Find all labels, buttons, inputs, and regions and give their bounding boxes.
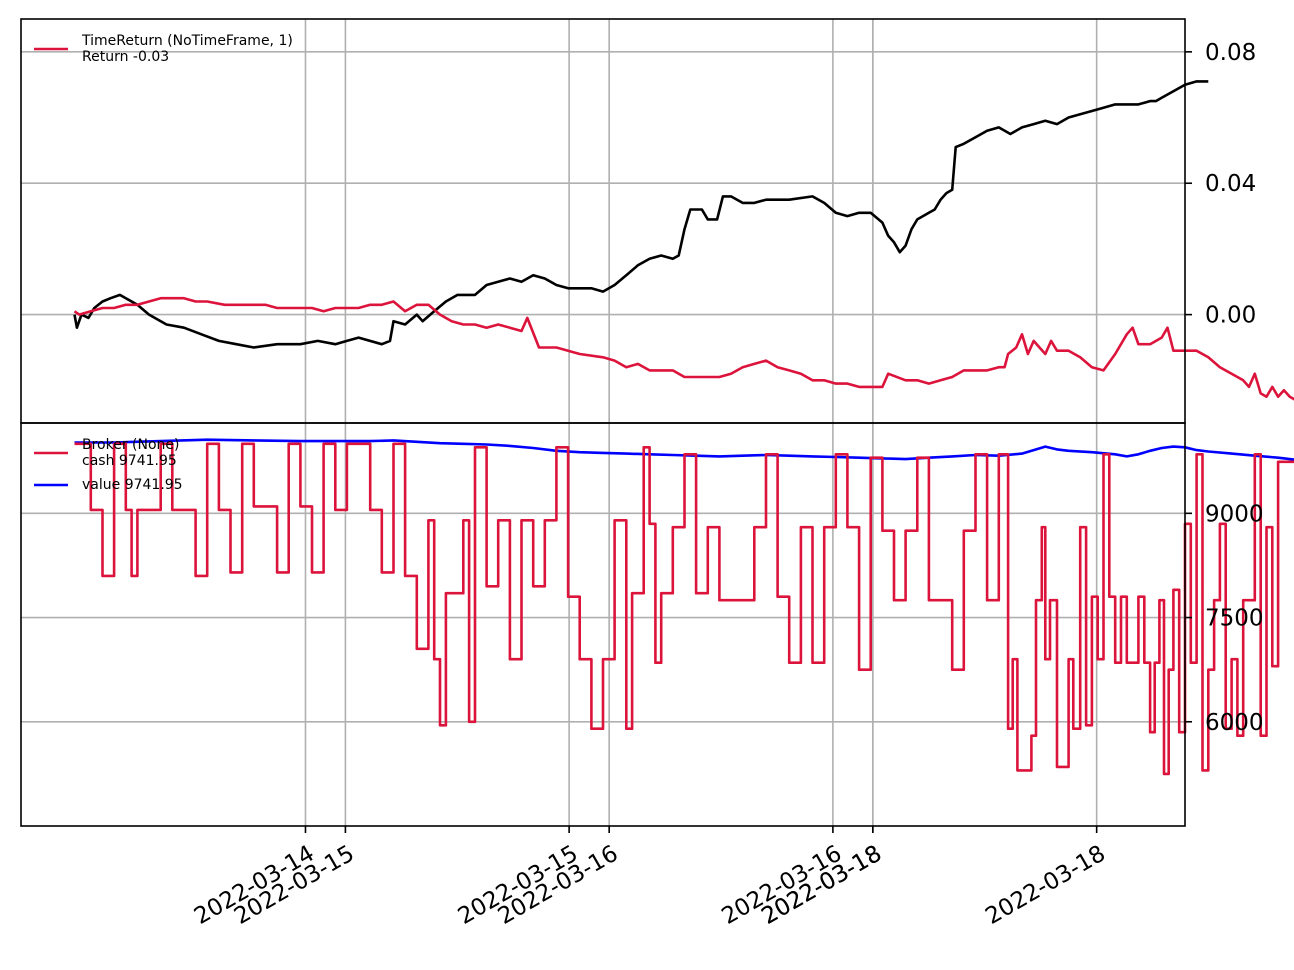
y-tick-label-1-2: 6000 — [1205, 710, 1264, 736]
y-tick-label-0-2: 0.00 — [1205, 303, 1256, 329]
legend-title-0: TimeReturn (NoTimeFrame, 1) — [81, 33, 293, 49]
legend-title-1: Broker (None) — [82, 437, 180, 453]
series-line-1-1 — [74, 442, 1294, 776]
y-tick-label-0-0: 0.08 — [1205, 40, 1256, 66]
legend-label-0-0: Return -0.03 — [82, 49, 169, 65]
legend-label-1-0: cash 9741.95 — [82, 453, 177, 469]
y-tick-label-1-1: 7500 — [1205, 606, 1264, 632]
series-lines — [73, 80, 1294, 776]
y-tick-label-0-1: 0.04 — [1205, 171, 1256, 197]
y-tick-label-1-0: 9000 — [1205, 501, 1264, 527]
grid-lines — [21, 19, 1185, 826]
legends: TimeReturn (NoTimeFrame, 1)Return -0.03 B… — [34, 33, 293, 493]
axes-frames — [20, 18, 1186, 827]
axes-frame-1 — [20, 422, 1186, 827]
series-line-0-1 — [73, 296, 1294, 401]
x-tick-label-7: 2022-03-18 — [981, 841, 1110, 930]
series-line-0-0 — [73, 80, 1209, 349]
legend-label-1-1: value 9741.95 — [82, 477, 183, 493]
axes-frame-0 — [20, 18, 1186, 424]
